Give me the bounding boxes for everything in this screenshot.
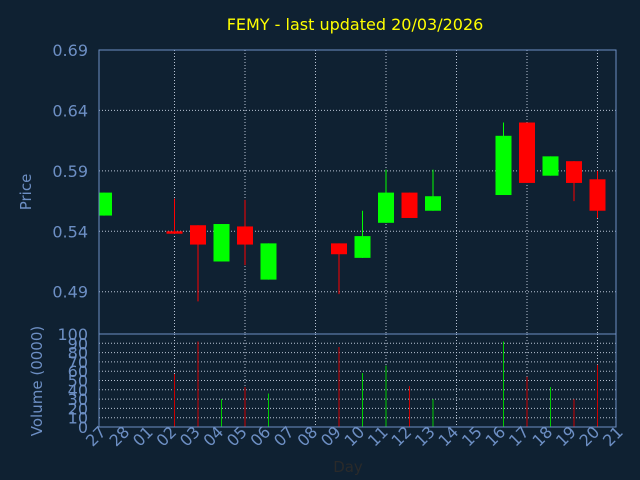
candle-body [589,179,606,211]
volume-tick-label: 20 [68,399,88,418]
candle-body [213,224,230,262]
price-grid [99,49,616,334]
candle-body [237,226,253,245]
candles [99,122,606,302]
price-tick-label: 0.54 [52,222,88,241]
volume-grid [99,334,616,427]
chart-title: FEMY - last updated 20/03/2026 [227,15,484,34]
volume-tick-label: 60 [68,362,88,381]
price-tick-label: 0.64 [52,101,88,120]
candle-body [354,236,371,258]
volume-tick-label: 30 [68,390,88,409]
volume-tick-label: 50 [68,372,88,391]
candle-body [331,243,347,255]
candle-body [190,225,206,245]
volume-tick-label: 70 [68,353,88,372]
candle-body [542,156,559,176]
volume-tick-label: 100 [57,325,88,344]
price-tick-label: 0.69 [52,41,88,60]
volume-bars [174,341,598,427]
price-tick-labels: 0.69 0.64 0.59 0.54 0.49 [52,41,88,302]
candle-body [99,192,112,216]
volume-tick-label: 80 [68,344,88,363]
price-tick-label: 0.59 [52,162,88,181]
volume-plot-frame [98,333,617,428]
x-tick-labels: 2728010203040506070809101112131415161718… [82,422,627,450]
volume-tick-label: 0 [78,418,88,437]
candle-body [166,231,183,234]
volume-tick-label: 10 [68,409,88,428]
candle-body [378,192,394,223]
candle-body [425,196,441,211]
candle-body [495,135,512,196]
candle-body [519,122,535,183]
volume-axis-label: Volume (0000) [28,326,46,436]
candle-body [401,192,418,218]
volume-tick-label: 90 [68,334,88,353]
candle-body [260,243,277,280]
price-tick-label: 0.49 [52,283,88,302]
x-axis-label: Day [333,458,363,476]
volume-tick-label: 40 [68,381,88,400]
candle-body [566,161,582,183]
price-axis-label: Price [17,174,35,211]
